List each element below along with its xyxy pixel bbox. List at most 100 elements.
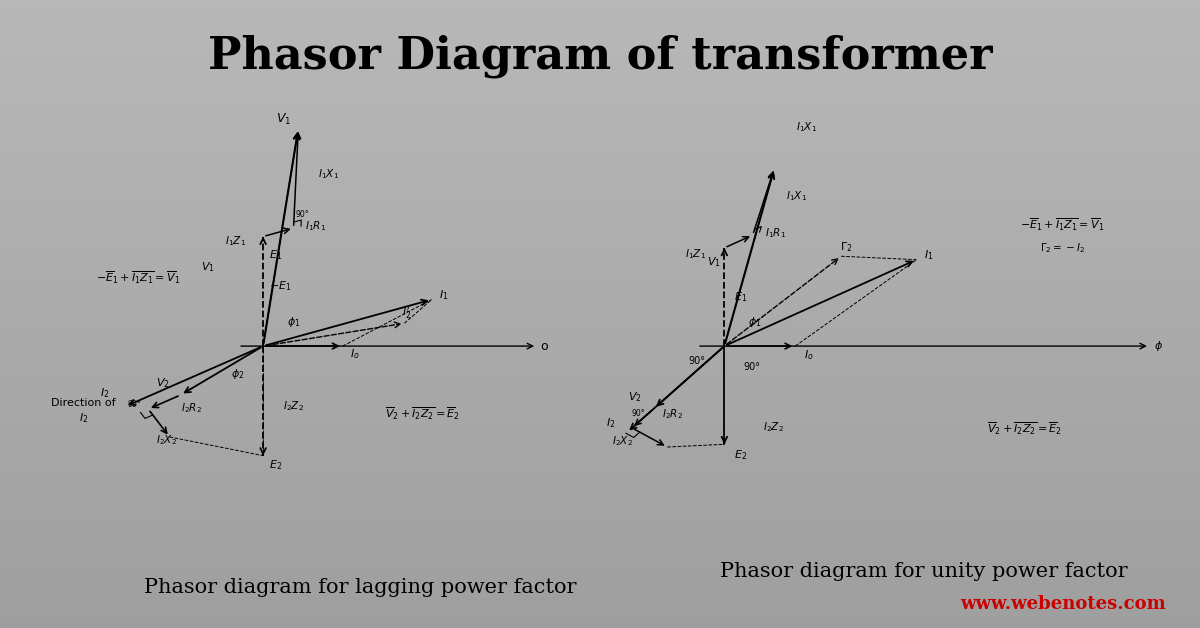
Bar: [0, 210, 1200, 214]
Bar: [0, 88, 1200, 91]
Bar: [0, 132, 1200, 135]
Bar: [0, 6, 1200, 9]
Bar: [0, 201, 1200, 204]
Bar: [0, 367, 1200, 371]
Bar: [0, 330, 1200, 333]
Text: $I_2$: $I_2$: [79, 411, 89, 425]
Text: $I_1X_1$: $I_1X_1$: [318, 168, 338, 181]
Bar: [0, 474, 1200, 477]
Text: 90°: 90°: [631, 409, 646, 418]
Text: $I_1X_1$: $I_1X_1$: [796, 120, 817, 134]
Bar: [0, 477, 1200, 480]
Text: $I_1Z_1$: $I_1Z_1$: [685, 247, 706, 261]
Bar: [0, 606, 1200, 609]
Bar: [0, 361, 1200, 364]
Text: $I_o$: $I_o$: [350, 347, 360, 361]
Text: Direction of: Direction of: [52, 398, 116, 408]
Text: $\Gamma_2 = -I_2$: $\Gamma_2 = -I_2$: [1040, 241, 1085, 255]
Bar: [0, 217, 1200, 220]
Text: 90°: 90°: [743, 362, 760, 372]
Bar: [0, 430, 1200, 433]
Text: Phasor Diagram of transformer: Phasor Diagram of transformer: [208, 35, 992, 78]
Bar: [0, 242, 1200, 245]
Bar: [0, 440, 1200, 443]
Bar: [0, 392, 1200, 396]
Text: $\phi$: $\phi$: [1153, 339, 1163, 353]
Text: $-\overline{E}_1 + \overline{I_1Z_1} = \overline{V}_1$: $-\overline{E}_1 + \overline{I_1Z_1} = \…: [1020, 217, 1105, 234]
Bar: [0, 597, 1200, 600]
Bar: [0, 151, 1200, 154]
Text: 90°: 90°: [295, 210, 310, 219]
Text: Phasor diagram for lagging power factor: Phasor diagram for lagging power factor: [144, 578, 576, 597]
Bar: [0, 433, 1200, 436]
Bar: [0, 270, 1200, 273]
Bar: [0, 327, 1200, 330]
Bar: [0, 154, 1200, 157]
Bar: [0, 91, 1200, 94]
Bar: [0, 192, 1200, 195]
Text: Phasor diagram for unity power factor: Phasor diagram for unity power factor: [720, 562, 1128, 581]
Bar: [0, 414, 1200, 418]
Text: $I_2X_2$: $I_2X_2$: [612, 435, 632, 448]
Bar: [0, 568, 1200, 571]
Bar: [0, 418, 1200, 421]
Bar: [0, 314, 1200, 317]
Bar: [0, 396, 1200, 399]
Bar: [0, 578, 1200, 581]
Bar: [0, 185, 1200, 188]
Bar: [0, 458, 1200, 462]
Bar: [0, 119, 1200, 122]
Bar: [0, 524, 1200, 528]
Text: $\phi_2$: $\phi_2$: [232, 367, 245, 381]
Bar: [0, 590, 1200, 593]
Text: $E_2$: $E_2$: [734, 448, 748, 462]
Bar: [0, 188, 1200, 192]
Bar: [0, 571, 1200, 575]
Bar: [0, 436, 1200, 440]
Bar: [0, 204, 1200, 207]
Bar: [0, 622, 1200, 625]
Bar: [0, 85, 1200, 88]
Bar: [0, 600, 1200, 603]
Bar: [0, 207, 1200, 210]
Bar: [0, 521, 1200, 524]
Bar: [0, 239, 1200, 242]
Text: $\overline{V}_2 + \overline{I_2Z_2} = \overline{E}_2$: $\overline{V}_2 + \overline{I_2Z_2} = \o…: [385, 406, 460, 423]
Bar: [0, 236, 1200, 239]
Bar: [0, 69, 1200, 72]
Bar: [0, 301, 1200, 305]
Bar: [0, 78, 1200, 82]
Bar: [0, 28, 1200, 31]
Bar: [0, 298, 1200, 301]
Bar: [0, 229, 1200, 232]
Bar: [0, 546, 1200, 550]
Bar: [0, 267, 1200, 270]
Bar: [0, 452, 1200, 455]
Bar: [0, 35, 1200, 38]
Bar: [0, 295, 1200, 298]
Text: $V_1$: $V_1$: [276, 112, 292, 127]
Bar: [0, 50, 1200, 53]
Bar: [0, 499, 1200, 502]
Bar: [0, 286, 1200, 289]
Bar: [0, 57, 1200, 60]
Bar: [0, 333, 1200, 336]
Bar: [0, 383, 1200, 386]
Text: $I_2Z_2$: $I_2Z_2$: [763, 420, 784, 434]
Bar: [0, 364, 1200, 367]
Bar: [0, 389, 1200, 392]
Bar: [0, 226, 1200, 229]
Text: $I_2Z_2$: $I_2Z_2$: [282, 399, 304, 413]
Bar: [0, 305, 1200, 308]
Bar: [0, 421, 1200, 424]
Bar: [0, 113, 1200, 116]
Bar: [0, 110, 1200, 113]
Bar: [0, 465, 1200, 468]
Text: $V_1$: $V_1$: [202, 261, 215, 274]
Bar: [0, 13, 1200, 16]
Text: $\Gamma_2$: $\Gamma_2$: [840, 240, 853, 254]
Bar: [0, 100, 1200, 104]
Bar: [0, 157, 1200, 160]
Bar: [0, 427, 1200, 430]
Bar: [0, 116, 1200, 119]
